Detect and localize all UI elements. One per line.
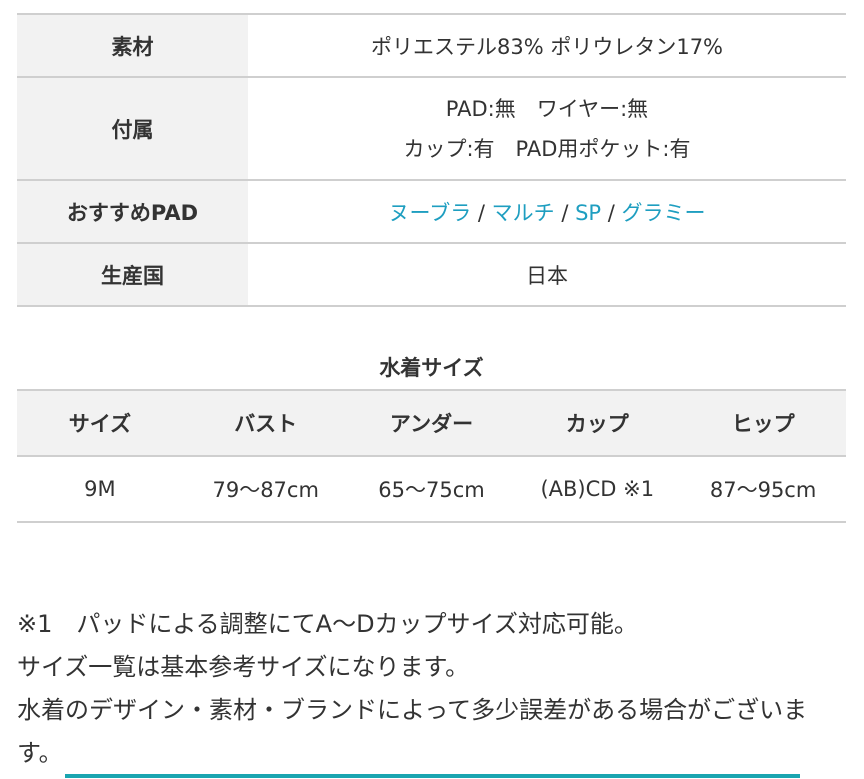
table-cell: 87〜95cm [680, 456, 846, 523]
spec-value: ポリエステル83% ポリウレタン17% [248, 13, 846, 78]
size-table: サイズ バスト アンダー カップ ヒップ 9M 79〜87cm 65〜75cm … [17, 389, 846, 523]
separator: / [601, 200, 622, 225]
size-notes: ※1 パッドによる調整にてA〜Dカップサイズ対応可能。 サイズ一覧は基本参考サイ… [17, 603, 847, 775]
pad-link-gummy[interactable]: グラミー [621, 200, 706, 225]
table-cell: 79〜87cm [182, 456, 349, 523]
spec-value-line: PAD:無 ワイヤー:無 [445, 96, 649, 121]
note: ※1 パッドによる調整にてA〜Dカップサイズ対応可能。 [17, 610, 638, 638]
table-cell: 9M [17, 456, 183, 523]
spec-row-recommended-pad: おすすめPAD ヌーブラ / マルチ / SP / グラミー [17, 179, 846, 244]
spec-value: PAD:無 ワイヤー:無 カップ:有 PAD用ポケット:有 [248, 76, 846, 181]
note: サイズ一覧は基本参考サイズになります。 [17, 653, 470, 681]
spec-value: 日本 [248, 242, 846, 307]
spec-row-origin: 生産国 日本 [17, 242, 846, 307]
spec-row-material: 素材 ポリエステル83% ポリウレタン17% [17, 13, 846, 78]
spec-label: 生産国 [17, 242, 248, 307]
column-header: サイズ [17, 389, 183, 457]
table-cell: 65〜75cm [348, 456, 515, 523]
spec-label: おすすめPAD [17, 179, 248, 244]
column-header: アンダー [348, 389, 515, 457]
column-header: バスト [182, 389, 349, 457]
spec-label: 付属 [17, 76, 248, 181]
column-header: ヒップ [680, 389, 846, 457]
size-header-row: サイズ バスト アンダー カップ ヒップ [17, 389, 846, 457]
spec-label: 素材 [17, 13, 248, 78]
accent-divider [65, 774, 800, 778]
column-header: カップ [514, 389, 681, 457]
pad-link-nubra[interactable]: ヌーブラ [388, 200, 472, 225]
spec-table: 素材 ポリエステル83% ポリウレタン17% 付属 PAD:無 ワイヤー:無 カ… [17, 13, 846, 307]
table-row: 9M 79〜87cm 65〜75cm (AB)CD ※1 87〜95cm [17, 456, 846, 523]
spec-value-line: カップ:有 PAD用ポケット:有 [403, 136, 691, 161]
size-table-caption: 水着サイズ [379, 356, 484, 380]
pad-link-multi[interactable]: マルチ [491, 200, 555, 225]
spec-value: ヌーブラ / マルチ / SP / グラミー [248, 179, 846, 244]
separator: / [471, 200, 492, 225]
note: 水着のデザイン・素材・ブランドによって多少誤差がある場合がございます。 [17, 696, 808, 767]
pad-link-sp[interactable]: SP [575, 200, 602, 225]
separator: / [554, 200, 576, 225]
table-cell: (AB)CD ※1 [514, 456, 681, 523]
spec-row-accessories: 付属 PAD:無 ワイヤー:無 カップ:有 PAD用ポケット:有 [17, 76, 846, 181]
